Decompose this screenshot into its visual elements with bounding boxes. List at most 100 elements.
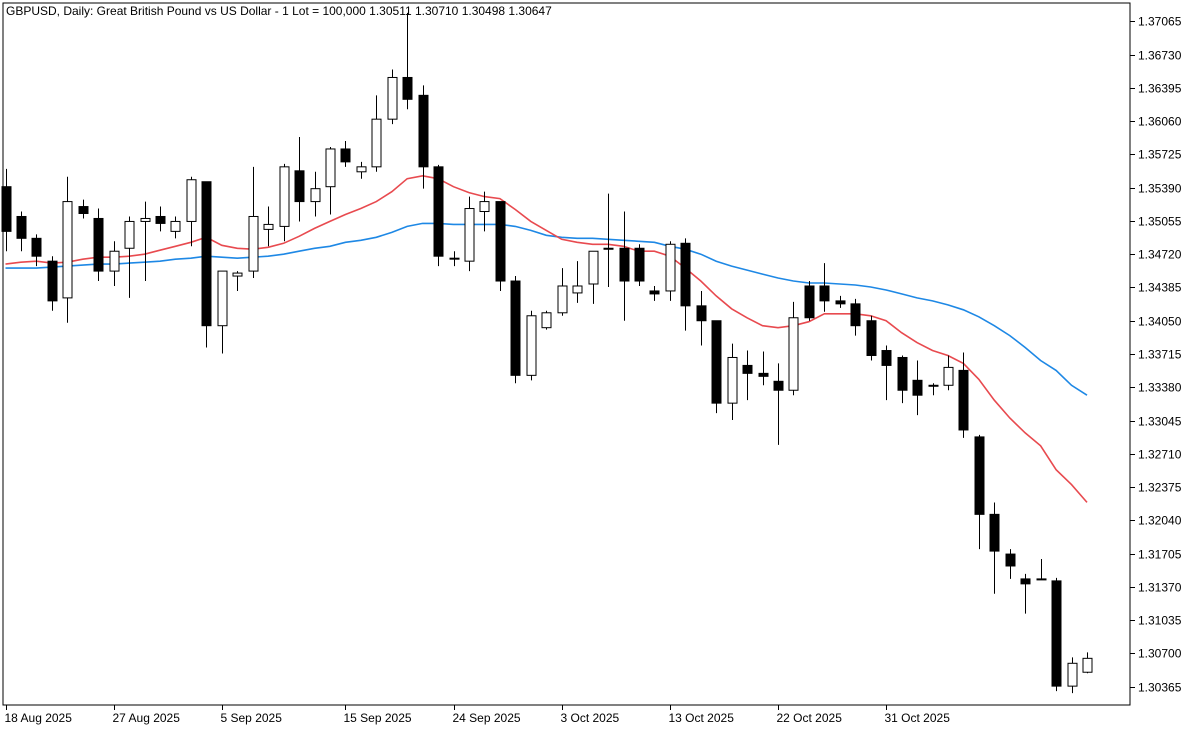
candle-body-bull [665,243,676,292]
candle [62,176,73,323]
price-tick-label: 1.34720 [1138,248,1182,262]
candle [340,141,351,167]
candle [186,176,197,247]
candle [835,295,846,308]
candle-body-bull [124,220,135,249]
time-tick-label: 3 Oct 2025 [561,711,620,725]
candle-body-bull [387,76,398,120]
candle [773,363,784,445]
candle [371,95,382,172]
candle [866,315,877,361]
candle [758,351,769,386]
candle [572,261,583,303]
candle-body-bull [603,247,614,250]
plot-area [2,2,1131,706]
time-tick-label: 13 Oct 2025 [669,711,735,725]
candle-body-bear [634,247,645,282]
candle-body-bear [1,186,12,232]
candle [310,171,321,217]
candle [619,211,630,321]
candle-body-bull [588,250,599,285]
price-tick-label: 1.35390 [1138,182,1182,196]
price-tick-label: 1.32710 [1138,448,1182,462]
candle [742,350,753,401]
price-tick-label: 1.36395 [1138,82,1182,96]
candle [881,345,892,401]
candle-body-bear [850,303,861,327]
candle-body-bear [866,320,877,356]
time-axis: 18 Aug 2025 27 Aug 2025 5 Sep 2025 15 Sep 2… [5,705,950,725]
price-tick-label: 1.35055 [1138,215,1182,229]
price-tick-label: 1.30700 [1138,647,1182,661]
candle [541,310,552,330]
candle-body-bear [16,215,27,239]
candle-body-bull [526,315,537,376]
price-tick-label: 1.31370 [1138,581,1182,595]
time-tick-label: 15 Sep 2025 [344,711,412,725]
candle [201,181,212,348]
candle-body-bull [310,188,321,203]
price-tick-label: 1.34385 [1138,281,1182,295]
candle-body-bear [958,369,969,431]
candle-body-bear [1020,578,1031,585]
candle [1051,577,1062,692]
price-tick-label: 1.35725 [1138,148,1182,162]
price-tick-label: 1.32040 [1138,514,1182,528]
candle [649,285,660,301]
price-tick-label: 1.30365 [1138,681,1182,695]
candle [109,241,120,286]
price-tick-label: 1.33045 [1138,415,1182,429]
candle [387,69,398,125]
candle [31,234,42,267]
candle-body-bull [279,166,290,227]
candle-body-bull [572,285,583,294]
candle [263,206,274,247]
time-tick-label: 18 Aug 2025 [5,711,73,725]
candle [510,276,521,384]
candle [850,298,861,336]
candle-body-bear [773,380,784,391]
candle [897,355,908,404]
candle [788,301,799,396]
candle [680,238,691,331]
candle [974,434,985,550]
candle-body-bull [449,257,460,260]
candles [1,12,1093,694]
candle [928,383,939,396]
candle [124,216,135,298]
time-tick-label: 24 Sep 2025 [453,711,521,725]
candle [603,193,614,287]
candle-body-bear [495,201,506,282]
candle [418,85,429,189]
candle [819,263,830,312]
candle [665,241,676,301]
candle-body-bear [294,170,305,203]
candle-body-bull [727,356,738,404]
candle [433,164,444,267]
candle [47,256,58,311]
candle [464,196,475,272]
candle [634,244,645,286]
candle [232,271,243,291]
candle [170,216,181,239]
candle-body-bear [819,285,830,302]
price-tick-label: 1.33380 [1138,381,1182,395]
candle-body-bear [835,300,846,305]
candle [248,166,259,279]
candle-body-bear [433,166,444,257]
price-tick-label: 1.34050 [1138,315,1182,329]
candle [155,206,166,232]
candle-body-bull [464,208,475,262]
candle-body-bear [912,379,923,396]
candle-body-bull [479,201,490,213]
price-tick-label: 1.36730 [1138,49,1182,63]
candle [93,208,104,282]
candle [912,360,923,416]
candle [140,201,151,282]
candle-body-bear [974,436,985,515]
candle [16,211,27,252]
candle-body-bear [402,76,413,100]
candle-body-bear [201,181,212,327]
